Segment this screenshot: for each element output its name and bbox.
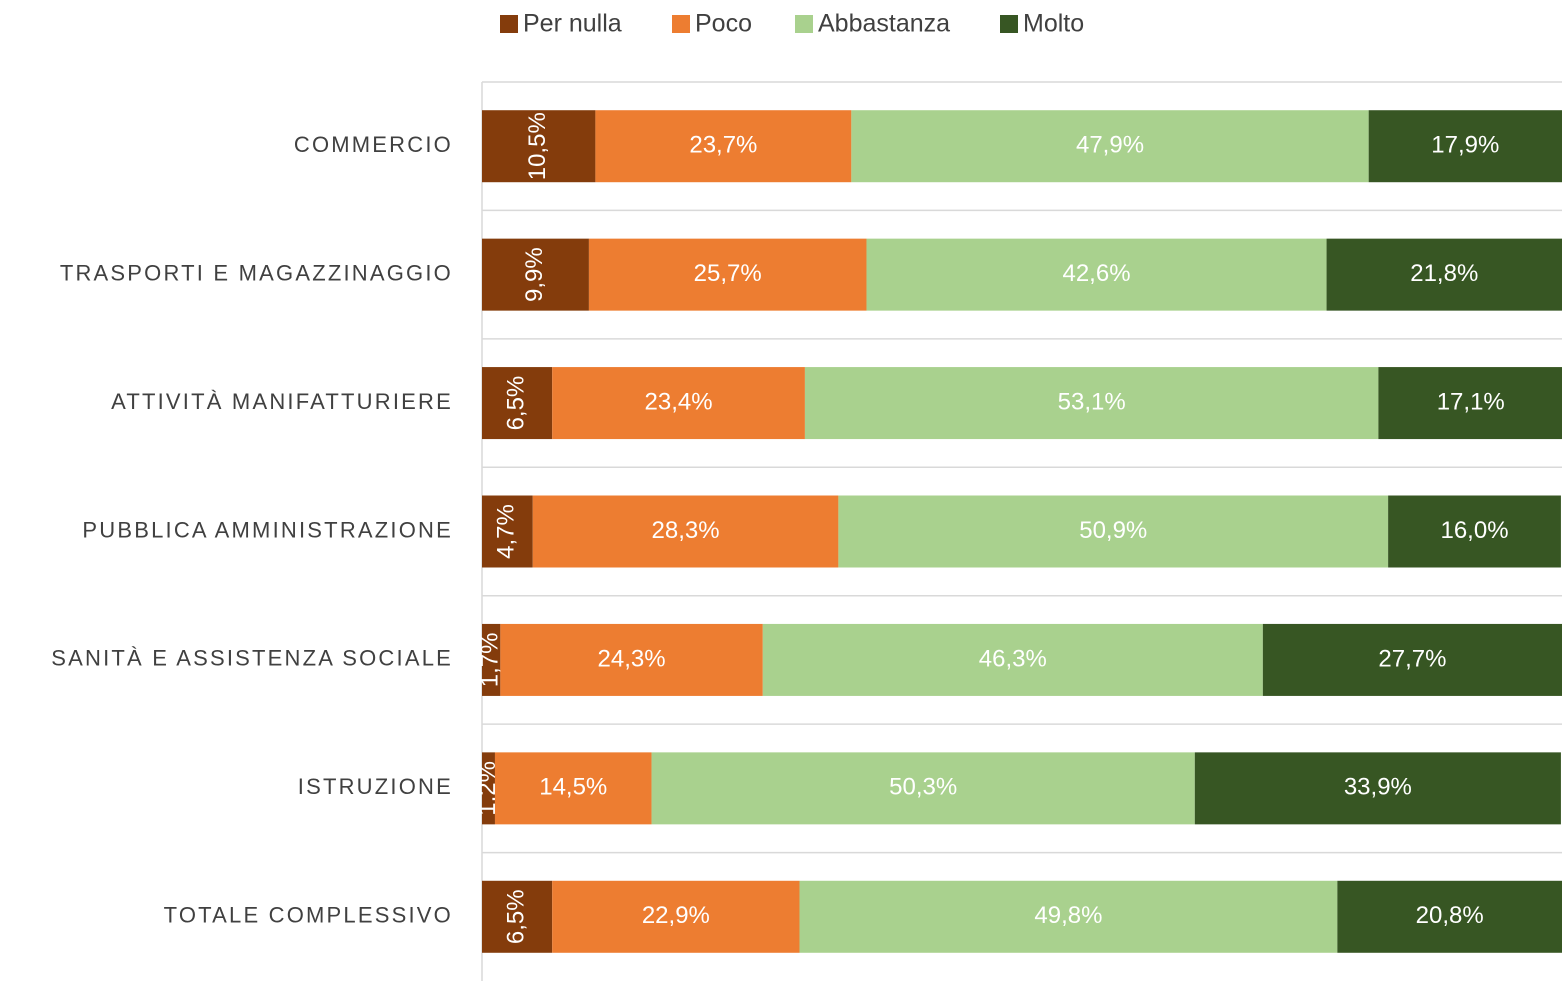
- bar-segment: [1368, 110, 1562, 183]
- legend-label: Per nulla: [523, 10, 622, 38]
- bar-segment: [552, 880, 800, 953]
- bar-segment: [1378, 367, 1562, 440]
- legend-swatch: [500, 15, 518, 33]
- bar-segment: [1326, 238, 1562, 311]
- bar-segment: [762, 623, 1263, 696]
- legend-label: Molto: [1023, 10, 1084, 38]
- data-label: 14,5%: [539, 774, 607, 801]
- data-label: 6,5%: [502, 889, 529, 944]
- bar-segment: [595, 110, 852, 183]
- bar-segment: [482, 110, 596, 183]
- data-label: 17,9%: [1431, 132, 1499, 159]
- data-label: 17,1%: [1437, 388, 1505, 415]
- data-label: 42,6%: [1062, 260, 1130, 287]
- data-label: 25,7%: [694, 260, 762, 287]
- bar-segment: [482, 367, 553, 440]
- bar-segment: [482, 495, 533, 568]
- bar-segment: [1388, 495, 1561, 568]
- bar-segment: [866, 238, 1327, 311]
- bar-segment: [588, 238, 867, 311]
- grid-layer: [481, 81, 1562, 981]
- data-label: 10,5%: [524, 112, 551, 180]
- legend-swatch: [795, 15, 813, 33]
- category-label: TRASPORTI E MAGAZZINAGGIO: [60, 260, 453, 285]
- bar-segment: [1262, 623, 1562, 696]
- category-label: PUBBLICA AMMINISTRAZIONE: [82, 517, 453, 542]
- bar-segment: [804, 367, 1379, 440]
- bar-segment: [1194, 752, 1561, 825]
- data-label: 50,3%: [889, 774, 957, 801]
- bar-segment: [532, 495, 839, 568]
- bar-segment: [482, 623, 501, 696]
- data-label: 47,9%: [1076, 132, 1144, 159]
- data-label: 27,7%: [1378, 645, 1446, 672]
- data-label: 4,7%: [493, 504, 520, 559]
- legend-label: Abbastanza: [818, 10, 950, 38]
- category-label: SANITÀ E ASSISTENZA SOCIALE: [51, 646, 453, 671]
- data-label: 23,7%: [689, 132, 757, 159]
- data-label: 28,3%: [652, 517, 720, 544]
- bar-segment: [799, 880, 1338, 953]
- data-label: 33,9%: [1344, 774, 1412, 801]
- bar-segment: [851, 110, 1369, 183]
- bar-segment: [482, 238, 589, 311]
- bar-segment: [1337, 880, 1562, 953]
- data-label: 16,0%: [1440, 517, 1508, 544]
- bar-segment: [500, 623, 763, 696]
- data-label: 23,4%: [645, 388, 713, 415]
- data-label: 22,9%: [642, 902, 710, 929]
- data-label: 6,5%: [502, 376, 529, 431]
- legend-swatch: [672, 15, 690, 33]
- data-label: 53,1%: [1058, 388, 1126, 415]
- bar-segment: [838, 495, 1389, 568]
- data-label: 1,7%: [477, 633, 504, 688]
- data-label: 9,9%: [521, 247, 548, 302]
- bar-segment: [482, 880, 553, 953]
- data-label: 21,8%: [1410, 260, 1478, 287]
- category-label: TOTALE COMPLESSIVO: [164, 903, 453, 928]
- bar-segment: [651, 752, 1195, 825]
- category-label: COMMERCIO: [294, 132, 453, 157]
- category-label: ATTIVITÀ MANIFATTURIERE: [111, 389, 453, 414]
- category-label: ISTRUZIONE: [298, 774, 453, 799]
- data-label: 46,3%: [979, 645, 1047, 672]
- data-label: 50,9%: [1079, 517, 1147, 544]
- data-label: 49,8%: [1034, 902, 1102, 929]
- bar-segment: [494, 752, 652, 825]
- data-label: 24,3%: [598, 645, 666, 672]
- bar-segment: [482, 752, 495, 825]
- bar-segment: [552, 367, 805, 440]
- bars-layer: 10,5% 23,7% 47,9% 17,9% 9,9% 25,7% 42,6% 21,8% 6…: [474, 110, 1562, 953]
- data-label: 20,8%: [1416, 902, 1484, 929]
- legend-label: Poco: [695, 10, 752, 38]
- legend-swatch: [1000, 15, 1018, 33]
